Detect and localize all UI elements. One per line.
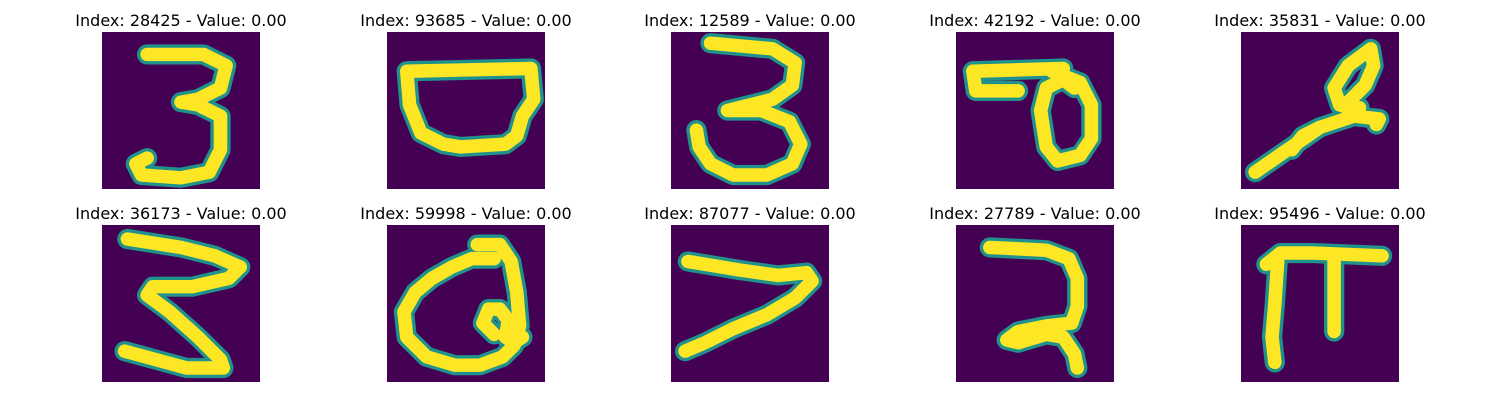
digit-stroke <box>117 232 248 375</box>
digit-stroke <box>399 61 541 154</box>
panel-title: Index: 87077 - Value: 0.00 <box>644 204 856 223</box>
panel-title: Index: 35831 - Value: 0.00 <box>1214 11 1426 30</box>
panel-title: Index: 59998 - Value: 0.00 <box>360 204 572 223</box>
digit-image <box>387 32 545 189</box>
digit-image <box>387 225 545 382</box>
digit-image <box>956 225 1114 382</box>
digit-stroke <box>966 61 1099 168</box>
digit-stroke <box>983 240 1085 375</box>
panel-title: Index: 36173 - Value: 0.00 <box>75 204 287 223</box>
panel-title: Index: 42192 - Value: 0.00 <box>929 11 1141 30</box>
panel-title: Index: 28425 - Value: 0.00 <box>75 11 287 30</box>
panel-title: Index: 12589 - Value: 0.00 <box>644 11 856 30</box>
digit-image <box>102 32 260 189</box>
digit-image <box>1241 32 1399 189</box>
digit-image <box>102 225 260 382</box>
panel-title: Index: 95496 - Value: 0.00 <box>1214 204 1426 223</box>
digit-image <box>671 32 829 189</box>
digit-stroke <box>678 254 819 358</box>
digit-image <box>1241 225 1399 382</box>
digit-stroke <box>1259 246 1389 370</box>
panel-title: Index: 93685 - Value: 0.00 <box>360 11 572 30</box>
digit-stroke <box>397 237 530 372</box>
image-background <box>671 225 829 382</box>
panel-title: Index: 27789 - Value: 0.00 <box>929 204 1141 223</box>
digit-stroke <box>689 36 808 182</box>
digit-image <box>671 225 829 382</box>
digit-image <box>956 32 1114 189</box>
digit-stroke <box>1248 42 1387 179</box>
digit-stroke <box>129 47 233 185</box>
